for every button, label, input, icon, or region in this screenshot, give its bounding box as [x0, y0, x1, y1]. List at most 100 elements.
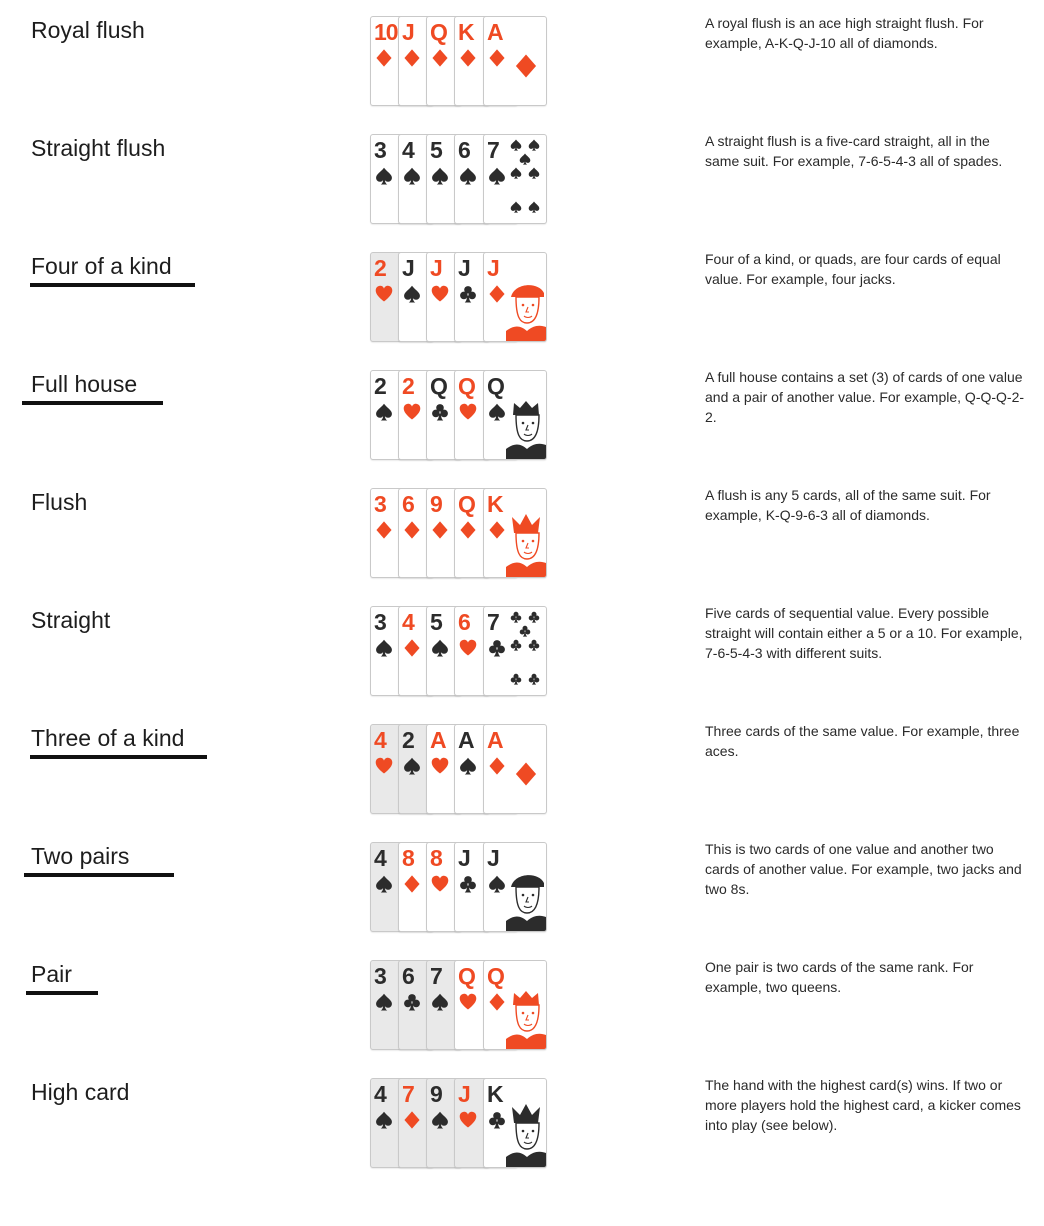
- spade-icon: [431, 639, 449, 657]
- card-rank: 4: [374, 727, 387, 753]
- diamond-icon: [375, 49, 393, 67]
- hand-name: Three of a kind: [31, 725, 185, 751]
- hand-name: High card: [31, 1079, 130, 1105]
- hand-description: A flush is any 5 cards, all of the same …: [705, 487, 991, 523]
- club-icon: [403, 993, 421, 1011]
- card-rank: 6: [402, 963, 415, 989]
- heart-icon: [459, 993, 477, 1011]
- hand-description: A straight flush is a five-card straight…: [705, 133, 1003, 169]
- hand-row: Straight 3 4 5 6 7 Five cards of sequential va…: [0, 590, 1044, 708]
- card-rank: J: [458, 255, 471, 281]
- card-rank: 3: [374, 137, 387, 163]
- club-icon: [459, 285, 477, 303]
- heart-icon: [459, 639, 477, 657]
- club-icon: [510, 673, 522, 685]
- hand-description: Five cards of sequential value. Every po…: [705, 605, 1023, 661]
- hand-row: Four of a kind 2 J J J J Four of a kind, or qu…: [0, 236, 1044, 354]
- spade-icon: [403, 757, 421, 775]
- card-rank: Q: [487, 373, 505, 399]
- card-rank: Q: [458, 491, 476, 517]
- hand-row: High card 4 7 9 J K The hand with the highest …: [0, 1062, 1044, 1180]
- playing-card: J: [483, 252, 547, 342]
- spade-icon: [528, 167, 540, 179]
- hand-name-underline: [26, 991, 98, 995]
- card-rank: J: [458, 845, 471, 871]
- spade-icon: [528, 201, 540, 213]
- card-rank: 6: [458, 609, 471, 635]
- card-rank: 4: [402, 609, 415, 635]
- card-rank: 4: [374, 845, 387, 871]
- playing-card: K: [483, 488, 547, 578]
- card-rank: 8: [402, 845, 415, 871]
- club-icon: [431, 403, 449, 421]
- hand-name: Two pairs: [31, 843, 130, 869]
- card-rank: Q: [487, 963, 505, 989]
- spade-icon: [375, 875, 393, 893]
- playing-card: 7: [483, 606, 547, 696]
- playing-card: A: [483, 16, 547, 106]
- hand-row: Three of a kind 4 2 A A A Three cards of the s…: [0, 708, 1044, 826]
- heart-icon: [403, 403, 421, 421]
- card-rank: K: [487, 1081, 504, 1107]
- spade-icon: [459, 167, 477, 185]
- hand-row: Straight flush 3 4 5 6 7 A straight flush is a…: [0, 118, 1044, 236]
- hand-row: Pair 3 6 7 Q Q One pair is two cards of the sa…: [0, 944, 1044, 1062]
- card-rank: J: [402, 19, 415, 45]
- card-rank: K: [458, 19, 475, 45]
- queen-face-illustration: [506, 393, 546, 459]
- hand-row: Two pairs 4 8 8 J J This is two cards of one v…: [0, 826, 1044, 944]
- jack-face-illustration: [506, 865, 546, 931]
- card-rank: 2: [402, 727, 415, 753]
- diamond-icon: [403, 639, 421, 657]
- hand-name: Pair: [31, 961, 72, 987]
- spade-icon: [431, 167, 449, 185]
- card-rank: 2: [402, 373, 415, 399]
- card-rank: 8: [430, 845, 443, 871]
- playing-card: 7: [483, 134, 547, 224]
- card-rank: A: [430, 727, 447, 753]
- spade-icon: [431, 1111, 449, 1129]
- spade-icon: [403, 285, 421, 303]
- queen-face-illustration: [506, 983, 546, 1049]
- king-face-illustration: [506, 511, 546, 577]
- diamond-icon: [403, 875, 421, 893]
- card-rank: 9: [430, 1081, 443, 1107]
- heart-icon: [459, 403, 477, 421]
- playing-card: Q: [483, 960, 547, 1050]
- diamond-icon: [431, 49, 449, 67]
- card-rank: 7: [402, 1081, 415, 1107]
- card-rank: A: [487, 19, 504, 45]
- card-rank: 4: [402, 137, 415, 163]
- heart-icon: [431, 757, 449, 775]
- diamond-icon: [459, 49, 477, 67]
- card-rank: 3: [374, 491, 387, 517]
- card-rank: 9: [430, 491, 443, 517]
- club-icon: [510, 611, 522, 623]
- card-rank: 7: [487, 609, 500, 635]
- hand-name: Four of a kind: [31, 253, 172, 279]
- jack-face-illustration: [506, 275, 546, 341]
- heart-icon: [375, 757, 393, 775]
- spade-icon: [375, 403, 393, 421]
- spade-icon: [375, 993, 393, 1011]
- diamond-icon: [488, 993, 506, 1011]
- spade-icon: [488, 875, 506, 893]
- spade-icon: [510, 201, 522, 213]
- card-rank: 10: [374, 19, 399, 45]
- hand-name-underline: [24, 873, 174, 877]
- hand-name: Straight: [31, 607, 111, 633]
- hand-name-underline: [30, 755, 207, 759]
- spade-icon: [459, 757, 477, 775]
- diamond-icon: [459, 521, 477, 539]
- spade-icon: [375, 167, 393, 185]
- spade-icon: [519, 153, 531, 165]
- hand-description: One pair is two cards of the same rank. …: [705, 959, 974, 995]
- card-rank: 5: [430, 137, 443, 163]
- hand-name: Flush: [31, 489, 88, 515]
- club-icon: [528, 639, 540, 651]
- card-rank: A: [458, 727, 475, 753]
